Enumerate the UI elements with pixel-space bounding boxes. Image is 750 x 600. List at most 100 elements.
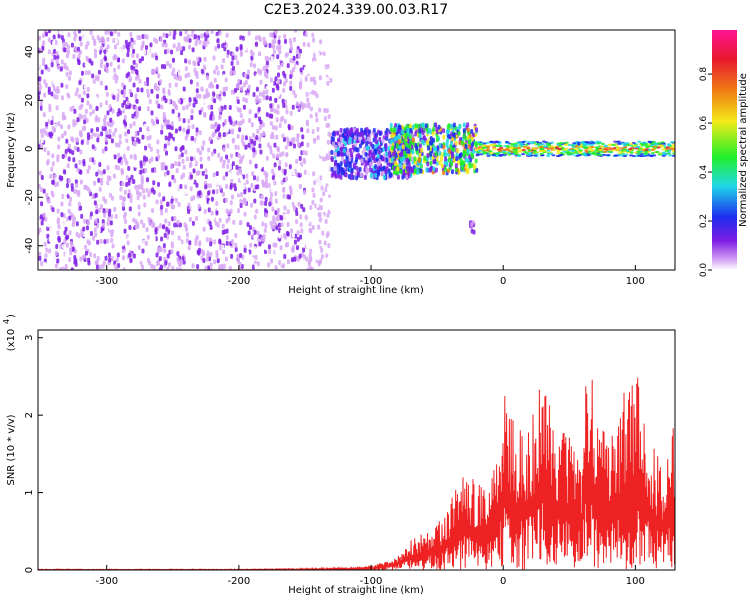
heatmap-cell [82, 161, 86, 167]
heatmap-cell [143, 155, 147, 161]
heatmap-cell [160, 204, 164, 210]
heatmap-cell [286, 47, 290, 53]
heatmap-cell [578, 146, 583, 149]
heatmap-cell [93, 123, 97, 129]
heatmap-cell [53, 54, 57, 60]
heatmap-cell [162, 32, 166, 38]
heatmap-cell [175, 105, 179, 111]
heatmap-cell [303, 133, 307, 139]
heatmap-cell [261, 221, 265, 227]
heatmap-cell [107, 216, 111, 222]
heatmap-cell [255, 208, 259, 214]
heatmap-cell [256, 128, 260, 134]
heatmap-cell [116, 165, 120, 171]
heatmap-cell [178, 116, 182, 122]
heatmap-cell [39, 105, 43, 111]
heatmap-cell [298, 48, 302, 54]
heatmap-cell [289, 80, 293, 86]
heatmap-cell [269, 60, 273, 66]
heatmap-cell [371, 144, 375, 150]
heatmap-cell [311, 89, 315, 95]
heatmap-cell [221, 191, 225, 197]
heatmap-cell [222, 263, 226, 269]
heatmap-cell [43, 79, 47, 85]
heatmap-cell [189, 174, 193, 180]
heatmap-cell [254, 254, 258, 260]
heatmap-cell [75, 137, 79, 143]
heatmap-cell [307, 218, 311, 224]
heatmap-cell [352, 162, 356, 168]
heatmap-cell [170, 204, 174, 210]
heatmap-cell [104, 146, 108, 152]
heatmap-cell [135, 63, 139, 69]
heatmap-cell [313, 267, 317, 270]
heatmap-cell [442, 134, 446, 140]
heatmap-cell [128, 206, 132, 212]
heatmap-cell [326, 80, 330, 86]
heatmap-cell [119, 48, 123, 54]
heatmap-cell [325, 191, 329, 197]
heatmap-cell [422, 140, 426, 146]
heatmap-cell [128, 252, 132, 258]
heatmap-cell [145, 45, 149, 51]
heatmap-cell [338, 165, 342, 171]
heatmap-cell [374, 169, 378, 175]
heatmap-cell [234, 219, 238, 225]
heatmap-cell [404, 153, 408, 159]
heatmap-cell [245, 173, 249, 179]
heatmap-cell [323, 177, 327, 183]
heatmap-cell [176, 251, 180, 257]
heatmap-cell [274, 30, 278, 35]
heatmap-cell [365, 170, 369, 176]
heatmap-cell [593, 153, 598, 156]
heatmap-cell [42, 188, 46, 194]
heatmap-cell [84, 184, 88, 190]
heatmap-cell [95, 209, 99, 215]
heatmap-cell [215, 210, 219, 216]
heatmap-cell [143, 33, 147, 39]
heatmap-cell [623, 146, 628, 149]
heatmap-cell [144, 240, 148, 246]
heatmap-cell [68, 70, 72, 76]
heatmap-cell [216, 38, 220, 44]
heatmap-cell [141, 248, 145, 254]
heatmap-cell [109, 192, 113, 198]
heatmap-cell [229, 258, 233, 264]
heatmap-cell [44, 31, 48, 37]
heatmap-cell [106, 180, 110, 186]
heatmap-cell [82, 231, 86, 237]
heatmap-cell [122, 44, 126, 50]
heatmap-cell [287, 123, 291, 129]
heatmap-cell [243, 189, 247, 195]
heatmap-cell [269, 134, 273, 140]
heatmap-cell [292, 143, 296, 149]
heatmap-cell [470, 142, 474, 148]
heatmap-cell [247, 230, 251, 236]
heatmap-cell [272, 215, 276, 221]
heatmap-cell [398, 162, 402, 168]
heatmap-cell [134, 105, 138, 111]
heatmap-cell [460, 165, 464, 171]
heatmap-cell [229, 184, 233, 190]
heatmap-cell [270, 192, 274, 198]
heatmap-cell [225, 218, 229, 224]
heatmap-cell [264, 222, 268, 228]
heatmap-cell [308, 34, 312, 40]
heatmap-cell [248, 109, 252, 115]
heatmap-cell [184, 149, 188, 155]
heatmap-cell [418, 133, 422, 139]
heatmap-cell [326, 95, 330, 101]
heatmap-cell [77, 59, 81, 65]
heatmap-cell [348, 147, 352, 153]
heatmap-cell [491, 154, 496, 157]
heatmap-cell [322, 156, 326, 162]
heatmap-cell [234, 55, 238, 61]
heatmap-cell [274, 191, 278, 197]
heatmap-cell [184, 135, 188, 141]
heatmap-cell [650, 148, 655, 151]
heatmap-cell [110, 256, 114, 262]
heatmap-cell [271, 168, 275, 174]
heatmap-cell [213, 77, 217, 83]
heatmap-cell [306, 142, 310, 148]
heatmap-cell [324, 226, 328, 232]
